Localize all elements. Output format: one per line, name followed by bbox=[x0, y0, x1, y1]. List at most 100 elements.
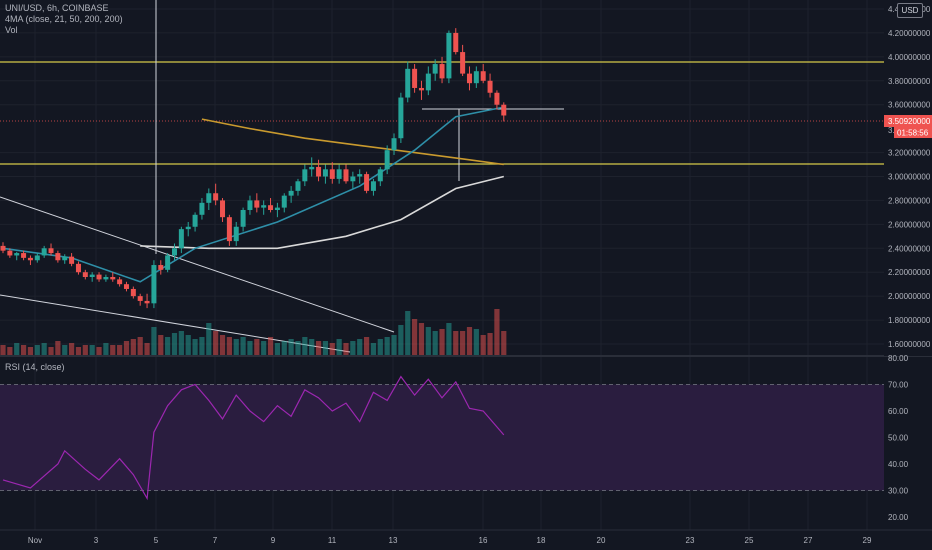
price-tick: 3.20000000 bbox=[888, 149, 931, 158]
candle-body bbox=[432, 64, 438, 74]
rsi-tick: 30.00 bbox=[888, 487, 909, 496]
candle-body bbox=[220, 200, 226, 218]
price-tick: 1.60000000 bbox=[888, 340, 931, 349]
candle-body bbox=[460, 52, 466, 74]
candle-body bbox=[425, 73, 431, 91]
candle-body bbox=[82, 272, 88, 277]
volume-bar bbox=[62, 345, 68, 355]
ma50-line bbox=[140, 175, 504, 250]
volume-bar bbox=[27, 347, 34, 355]
time-axis[interactable]: Nov 3 5 7 9 11 13 16 18 20 23 25 27 29 bbox=[0, 529, 932, 545]
candle-body bbox=[62, 256, 68, 261]
volume-bar bbox=[261, 341, 267, 355]
time-tick: 9 bbox=[271, 536, 276, 545]
candle-body bbox=[247, 200, 253, 210]
volume-bar bbox=[329, 343, 335, 355]
rsi-line bbox=[0, 375, 884, 501]
price-tick: 2.80000000 bbox=[888, 196, 931, 205]
price-tick: 2.00000000 bbox=[888, 292, 931, 301]
candle-body bbox=[199, 202, 205, 215]
volume-bar bbox=[398, 325, 404, 355]
volume-bar bbox=[247, 341, 253, 355]
time-tick: 11 bbox=[328, 536, 337, 545]
candle-body bbox=[48, 248, 54, 254]
volume-bar bbox=[226, 337, 232, 355]
candle-body bbox=[370, 181, 376, 191]
volume-bar bbox=[165, 337, 171, 355]
volume-bar bbox=[75, 347, 82, 355]
time-tick: 3 bbox=[94, 536, 99, 545]
candle-body bbox=[172, 248, 177, 256]
price-tick-partial: 3. bbox=[888, 126, 895, 135]
candle-body bbox=[103, 277, 109, 280]
time-tick: Nov bbox=[28, 536, 42, 545]
rsi-series bbox=[2, 375, 505, 501]
vol-label[interactable]: Vol bbox=[5, 25, 18, 35]
candle-body bbox=[261, 205, 267, 208]
volume-bar bbox=[254, 339, 260, 355]
volume-bar bbox=[103, 343, 109, 355]
candle-body bbox=[487, 80, 493, 93]
volume-bar bbox=[357, 339, 363, 355]
candle-body bbox=[144, 300, 150, 304]
candle-body bbox=[446, 32, 452, 79]
candle-body bbox=[254, 200, 260, 208]
price-tick: 4.00000000 bbox=[888, 53, 931, 62]
candle-body bbox=[384, 150, 390, 170]
volume-bar bbox=[322, 341, 329, 355]
moving-averages bbox=[2, 106, 504, 283]
candle-body bbox=[165, 255, 171, 270]
volume-bar bbox=[405, 311, 411, 355]
currency-button[interactable]: USD bbox=[897, 3, 923, 18]
volume-bar bbox=[453, 331, 459, 355]
candle-body bbox=[21, 253, 27, 258]
price-tick: 2.20000000 bbox=[888, 268, 931, 277]
candle-body bbox=[96, 274, 102, 280]
volume-bar bbox=[480, 335, 486, 355]
candle-body bbox=[130, 288, 136, 297]
price-tick: 2.60000000 bbox=[888, 220, 931, 229]
candle-body bbox=[41, 248, 47, 256]
candle-body bbox=[466, 73, 472, 84]
volume-bar bbox=[199, 337, 205, 355]
candle-body bbox=[117, 279, 123, 285]
rsi-tick: 50.00 bbox=[888, 434, 909, 443]
volume-bar bbox=[151, 327, 157, 355]
rsi-tick: 20.00 bbox=[888, 513, 909, 522]
symbol-label[interactable]: UNI/USD, 6h, COINBASE bbox=[5, 3, 109, 13]
time-tick: 18 bbox=[537, 536, 546, 545]
volume-bar bbox=[350, 341, 356, 355]
volume-bar bbox=[219, 335, 226, 355]
time-tick: 13 bbox=[389, 536, 398, 545]
price-tick: 2.40000000 bbox=[888, 244, 931, 253]
volume-bar bbox=[494, 309, 500, 355]
volume-bar bbox=[82, 345, 88, 355]
volume-bar bbox=[370, 343, 377, 355]
candle-body bbox=[55, 253, 61, 261]
volume-bar bbox=[377, 339, 383, 355]
ma-label[interactable]: 4MA (close, 21, 50, 200, 200) bbox=[5, 14, 123, 24]
candle-body bbox=[377, 169, 383, 182]
candle-body bbox=[322, 169, 328, 177]
time-tick: 29 bbox=[863, 536, 872, 545]
countdown-badge bbox=[894, 127, 932, 138]
volume-bar bbox=[384, 337, 390, 355]
price-axis[interactable]: 4.400000004.200000004.000000003.80000000… bbox=[884, 0, 932, 356]
volume-bar bbox=[96, 347, 102, 355]
rsi-legend[interactable]: RSI (14, close) bbox=[5, 362, 65, 372]
volume-bar bbox=[213, 331, 219, 355]
volume-bar bbox=[425, 327, 431, 355]
rsi-band bbox=[0, 384, 884, 491]
candle-body bbox=[494, 92, 500, 105]
volume-bar bbox=[267, 337, 274, 355]
volume-bar bbox=[446, 323, 452, 355]
volume-bar bbox=[288, 339, 294, 355]
rsi-axis[interactable]: 80.00 70.00 60.00 50.00 40.00 30.00 20.00 bbox=[888, 354, 909, 522]
volume-bar bbox=[110, 345, 116, 355]
candle-body bbox=[281, 195, 287, 208]
candle-body bbox=[350, 176, 356, 182]
volume-bar bbox=[363, 337, 370, 355]
candle-body bbox=[412, 68, 418, 88]
candle-body bbox=[501, 104, 507, 116]
